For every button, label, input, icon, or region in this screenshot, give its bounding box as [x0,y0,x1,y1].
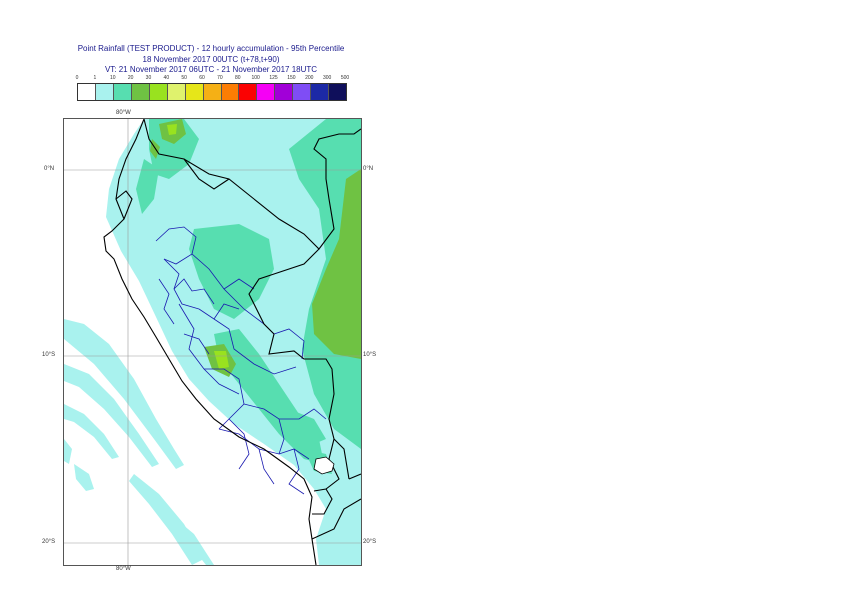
legend-tick-label: 200 [305,75,314,81]
legend-swatch [185,84,204,100]
legend-swatch [293,84,312,100]
legend-swatch [95,84,114,100]
legend-tick-label: 80 [235,75,241,81]
map-subtitle-validity: VT: 21 November 2017 06UTC - 21 November… [104,65,318,74]
lat-label-right-0: 0°N [363,166,374,172]
legend-swatch [221,84,240,100]
legend-swatch [78,84,96,100]
legend-swatch [257,84,276,100]
legend-tick-label: 20 [127,75,134,81]
legend-tick-label: 100 [251,75,260,81]
color-legend: 0 1 10 20 30 40 50 60 70 80 100 125 150 200 300 500 [75,74,350,101]
map-canvas [64,119,361,565]
legend-tick-labels: 0 1 10 20 30 40 50 60 70 80 100 125 150 200 300 500 [75,74,350,83]
legend-swatch [113,84,132,100]
legend-tick-label: 1 [93,75,97,81]
legend-tick-label: 500 [340,75,350,81]
map-title: Point Rainfall (TEST PRODUCT) - 12 hourl… [77,44,345,53]
legend-swatch [131,84,150,100]
legend-swatch [329,84,347,100]
national-boundaries [103,119,361,565]
lake-titicaca [313,456,335,475]
legend-tick-label: 125 [269,75,278,81]
lat-label-right-10: 10°S [363,352,377,358]
rain-medium-bands [136,119,361,474]
lat-label-left-20: 20°S [42,539,56,545]
lon-label-bottom: 80°W [116,566,131,572]
lat-label-left-10: 10°S [42,352,56,358]
legend-swatch [203,84,222,100]
legend-swatch [149,84,168,100]
legend-tick-label: 0 [75,75,79,81]
admin-boundaries [155,226,327,495]
legend-swatch [167,84,186,100]
lat-label-right-20: 20°S [363,539,377,545]
rainfall-map [63,118,362,566]
legend-tick-label: 40 [163,75,170,81]
legend-tick-label: 60 [199,75,205,81]
legend-swatch [239,84,258,100]
legend-swatch [311,84,330,100]
legend-tick-label: 30 [145,75,152,81]
rain-peak-patches [167,124,229,369]
legend-tick-label: 150 [287,75,296,81]
legend-swatch [275,84,294,100]
legend-color-bar [77,83,347,101]
ocean-rain-streaks [64,319,214,565]
legend-tick-label: 70 [217,75,223,81]
lat-label-left-0: 0°N [44,166,55,172]
lon-label-top: 80°W [116,110,131,116]
legend-tick-label: 300 [322,75,332,81]
legend-tick-label: 10 [109,75,116,81]
map-subtitle-run: 18 November 2017 00UTC (t+78,t+90) [142,55,280,64]
legend-tick-label: 50 [181,75,187,81]
